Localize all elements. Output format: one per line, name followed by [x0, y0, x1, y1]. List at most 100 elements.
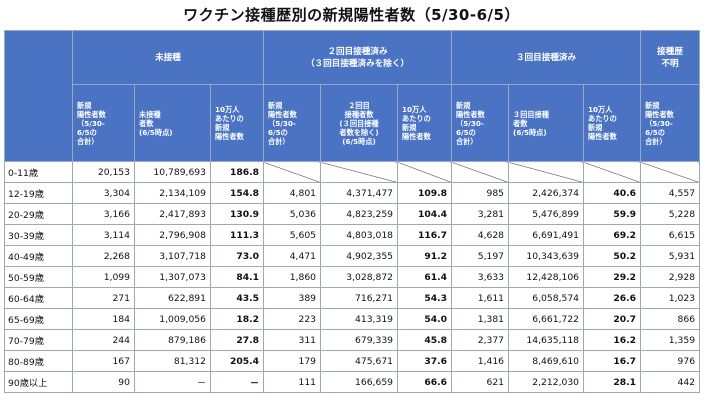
subheader-unvacc-pop: 未接種 者数 (6/5時点) — [134, 84, 211, 162]
cell-pop-unvacc: 10,789,693 — [134, 161, 211, 183]
cell-cases-dose2: 4,801 — [263, 182, 322, 204]
cell-cases-unvacc: 3,304 — [72, 182, 135, 204]
cell-rate-dose3: 28.1 — [583, 371, 642, 393]
cell-rate-dose2: 54.3 — [397, 287, 453, 309]
subheader-rate: 10万人 あたりの 新規 陽性者数 — [397, 84, 453, 162]
cell-age: 80-89歳 — [4, 350, 73, 372]
cell-cases-dose3: 5,197 — [451, 245, 510, 267]
cell-cases-unknown: 6,615 — [640, 224, 701, 246]
group-header-dose2: ２回目接種済み （３回目接種済みを除く） — [263, 30, 453, 85]
cell-pop-dose3: 2,212,030 — [508, 371, 585, 393]
cell-pop-dose3: 2,426,374 — [508, 182, 585, 204]
cell-cases-unknown: 2,928 — [640, 266, 701, 288]
cell-rate-dose3: 26.6 — [583, 287, 642, 309]
positive-cases-table: 未接種 ２回目接種済み （３回目接種済みを除く） ３回目接種済み 接種歴 不明 … — [4, 30, 701, 393]
table-row: 80-89歳 167 81,312 205.4 179 475,671 37.6 1,416 8… — [4, 350, 701, 372]
cell-rate-dose3: 50.2 — [583, 245, 642, 267]
cell-cases-dose3: 3,281 — [451, 203, 510, 225]
subheader-cases: 新規 陽性者数 （5/30- 6/5の 合計） — [72, 84, 135, 162]
cell-rate-dose3: 29.2 — [583, 266, 642, 288]
group-header-unvaccinated: 未接種 — [71, 30, 265, 85]
cell-pop-unvacc: 3,107,718 — [134, 245, 211, 267]
subheader-cases: 新規 陽性者数 （5/30- 6/5の 合計） — [451, 84, 510, 162]
cell-pop-dose3: 6,661,722 — [508, 308, 585, 330]
subheader-dose2-pop: ２回目 接種者数 (３回目接種 者数を除く) (6/5時点) — [320, 84, 399, 162]
cell-cases-unvacc: 167 — [72, 350, 135, 372]
cell-cases-dose2: 5,036 — [263, 203, 322, 225]
cell-rate-dose2: 54.0 — [397, 308, 453, 330]
cell-cases-unvacc: 244 — [72, 329, 135, 351]
subheader-rate: 10万人 あたりの 新規 陽性者数 — [583, 84, 642, 162]
cell-cases-unvacc: 3,166 — [72, 203, 135, 225]
cell-rate-unvacc: 18.2 — [209, 308, 265, 330]
cell-age: 12-19歳 — [4, 182, 73, 204]
cell-rate-dose3: 40.6 — [583, 182, 642, 204]
cell-cases-dose2: 111 — [263, 371, 322, 393]
table-row: 12-19歳 3,304 2,134,109 154.8 4,801 4,371,477 1… — [4, 182, 701, 204]
cell-pop-dose3: 8,469,610 — [508, 350, 585, 372]
cell-pop-dose3: 5,476,899 — [508, 203, 585, 225]
group-header-dose3: ３回目接種済み — [451, 30, 642, 85]
cell-rate-unvacc: 154.8 — [209, 182, 265, 204]
cell-cases-unknown — [640, 161, 701, 183]
cell-rate-unvacc: 73.0 — [209, 245, 265, 267]
cell-cases-dose2: 223 — [263, 308, 322, 330]
cell-pop-dose3: 10,343,639 — [508, 245, 585, 267]
cell-age: 60-64歳 — [4, 287, 73, 309]
cell-rate-dose2: 37.6 — [397, 350, 453, 372]
cell-cases-dose3: 1,381 — [451, 308, 510, 330]
cell-cases-unvacc: 271 — [72, 287, 135, 309]
cell-rate-dose3: 16.7 — [583, 350, 642, 372]
cell-pop-unvacc: － — [134, 371, 211, 393]
cell-pop-dose2: 679,339 — [320, 329, 399, 351]
cell-cases-dose3: 3,633 — [451, 266, 510, 288]
cell-pop-unvacc: 2,796,908 — [134, 224, 211, 246]
cell-rate-unvacc: 130.9 — [209, 203, 265, 225]
cell-pop-dose2: 4,371,477 — [320, 182, 399, 204]
cell-rate-dose2 — [397, 161, 453, 183]
cell-rate-unvacc: 111.3 — [209, 224, 265, 246]
cell-cases-unknown: 976 — [640, 350, 701, 372]
cell-rate-dose2: 91.2 — [397, 245, 453, 267]
cell-cases-unvacc: 2,268 — [72, 245, 135, 267]
cell-age: 40-49歳 — [4, 245, 73, 267]
cell-pop-dose2: 716,271 — [320, 287, 399, 309]
table-row: 70-79歳 244 879,186 27.8 311 679,339 45.8 2,377 1… — [4, 329, 701, 351]
table-row: 20-29歳 3,166 2,417,893 130.9 5,036 4,823,259 1… — [4, 203, 701, 225]
cell-cases-unknown: 1,023 — [640, 287, 701, 309]
cell-rate-dose3 — [583, 161, 642, 183]
group-header-unknown: 接種歴 不明 — [640, 30, 701, 85]
cell-rate-dose3: 69.2 — [583, 224, 642, 246]
corner-cell — [4, 30, 73, 162]
cell-pop-dose2: 413,319 — [320, 308, 399, 330]
cell-age: 0-11歳 — [4, 161, 73, 183]
cell-cases-dose2: 5,605 — [263, 224, 322, 246]
cell-pop-unvacc: 1,009,056 — [134, 308, 211, 330]
cell-cases-dose2 — [263, 161, 322, 183]
cell-age: 50-59歳 — [4, 266, 73, 288]
cell-rate-dose3: 59.9 — [583, 203, 642, 225]
cell-age: 90歳以上 — [4, 371, 73, 393]
cell-cases-unknown: 866 — [640, 308, 701, 330]
table-row: 65-69歳 184 1,009,056 18.2 223 413,319 54.0 1,38… — [4, 308, 701, 330]
table-row: 60-64歳 271 622,891 43.5 389 716,271 54.3 1,611 6… — [4, 287, 701, 309]
cell-rate-unvacc: － — [209, 371, 265, 393]
cell-pop-dose3: 12,428,106 — [508, 266, 585, 288]
cell-pop-dose3: 14,635,118 — [508, 329, 585, 351]
cell-pop-dose2: 4,902,355 — [320, 245, 399, 267]
cell-pop-dose2: 4,823,259 — [320, 203, 399, 225]
subheader-cases: 新規 陽性者数 （5/30- 6/5の 合計） — [263, 84, 322, 162]
cell-cases-dose2: 4,471 — [263, 245, 322, 267]
cell-cases-dose3: 621 — [451, 371, 510, 393]
cell-rate-unvacc: 27.8 — [209, 329, 265, 351]
cell-age: 65-69歳 — [4, 308, 73, 330]
cell-pop-unvacc: 622,891 — [134, 287, 211, 309]
table-row: 40-49歳 2,268 3,107,718 73.0 4,471 4,902,355 91… — [4, 245, 701, 267]
table-row: 0-11歳 20,153 10,789,693 186.8 — [4, 161, 701, 183]
cell-pop-dose3: 6,058,574 — [508, 287, 585, 309]
subheader-unknown-cases: 新規 陽性者数 （5/30- 6/5の 合計） — [640, 84, 701, 162]
table-row: 50-59歳 1,099 1,307,073 84.1 1,860 3,028,872 61… — [4, 266, 701, 288]
cell-pop-dose3 — [508, 161, 585, 183]
cell-cases-unknown: 1,359 — [640, 329, 701, 351]
cell-pop-unvacc: 2,417,893 — [134, 203, 211, 225]
